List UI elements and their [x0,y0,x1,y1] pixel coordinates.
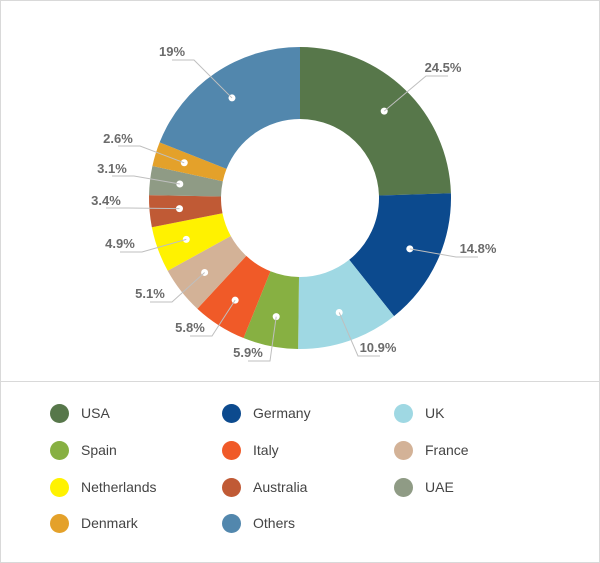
legend-label-others: Others [253,515,296,531]
legend-label-australia: Australia [253,479,308,495]
chart-legend: USA Germany UK Spain Italy France Nether… [0,390,600,560]
donut-chart: 24.5% 14.8% 10.9% 5.9% 5.8% 5.1% 4.9% 3.4% 3.1% 2… [91,44,497,362]
legend-swatch-others [222,513,241,533]
legend-swatch-uae [394,477,413,497]
slice-denmark [152,142,227,182]
value-label-uae: 3.1% [97,161,127,176]
leader-line-france [150,272,205,303]
legend-label-italy: Italy [253,442,279,458]
leader-line-germany [409,248,478,258]
legend-swatch-germany [222,403,241,423]
slice-netherlands [151,213,231,271]
legend-item-denmark: Denmark [50,512,138,534]
legend-label-uae: UAE [425,479,454,495]
legend-item-usa: USA [50,402,110,424]
legend-swatch-netherlands [50,477,69,497]
value-label-france: 5.1% [135,286,165,301]
legend-label-netherlands: Netherlands [81,479,157,495]
legend-label-spain: Spain [81,442,117,458]
legend-item-australia: Australia [222,476,307,498]
legend-item-france: France [394,439,469,461]
leader-line-australia [106,207,180,210]
legend-label-usa: USA [81,405,110,421]
legend-label-uk: UK [425,405,445,421]
slice-germany [349,193,451,317]
leader-line-usa [383,75,448,112]
legend-swatch-denmark [50,513,69,533]
leader-line-netherlands [120,238,187,253]
legend-swatch-france [394,440,413,460]
legend-swatch-australia [222,477,241,497]
legend-label-germany: Germany [253,405,311,421]
legend-item-spain: Spain [50,439,117,461]
value-label-uk: 10.9% [360,340,397,355]
legend-swatch-usa [50,403,69,423]
value-label-usa: 24.5% [425,60,462,75]
legend-item-germany: Germany [222,402,311,424]
leader-line-denmark [118,145,185,164]
slice-italy [243,271,300,349]
slice-uk [298,259,395,349]
legend-label-france: France [425,442,469,458]
leader-line-uk [338,312,380,357]
value-label-spain: 5.8% [175,320,205,335]
slice-uae [149,165,223,197]
legend-item-netherlands: Netherlands [50,476,157,498]
legend-swatch-uk [394,403,413,423]
value-label-others: 19% [159,44,185,59]
value-label-germany: 14.8% [460,241,497,256]
leader-line-italy [248,316,277,362]
leader-line-uae [112,175,180,185]
slice-usa [300,47,451,196]
legend-item-others: Others [222,512,295,534]
value-label-netherlands: 4.9% [105,236,135,251]
legend-item-uae: UAE [394,476,454,498]
legend-swatch-spain [50,440,69,460]
legend-swatch-italy [222,440,241,460]
slice-australia [149,195,223,228]
leader-line-others [172,59,233,99]
legend-divider [1,381,599,382]
donut-hole [221,119,379,277]
legend-label-denmark: Denmark [81,515,138,531]
value-label-italy: 5.9% [233,345,263,360]
value-label-denmark: 2.6% [103,131,133,146]
value-label-australia: 3.4% [91,193,121,208]
leader-line-spain [190,299,236,337]
legend-item-uk: UK [394,402,444,424]
legend-item-italy: Italy [222,439,279,461]
slice-others [159,47,300,169]
